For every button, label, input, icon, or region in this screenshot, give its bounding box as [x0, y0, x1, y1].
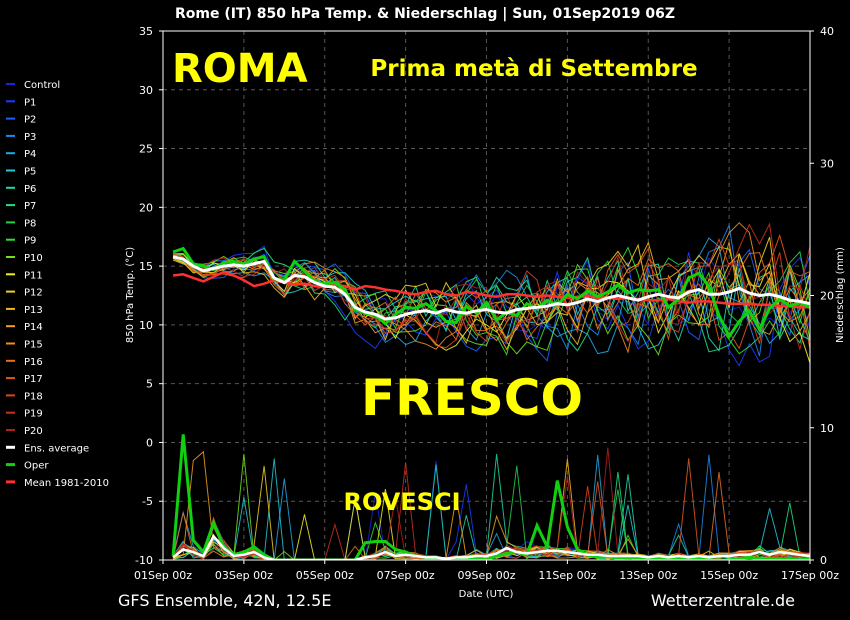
y2-tick-label: 10	[820, 422, 834, 435]
main-series	[171, 246, 810, 560]
y-tick-label: 30	[139, 84, 153, 97]
y2-tick-label: 20	[820, 290, 834, 303]
y2-tick-label: 40	[820, 25, 834, 38]
legend-entry: P14	[24, 322, 43, 333]
legend-entry: Ens. average	[24, 443, 89, 454]
annotation-roma: ROMA	[172, 46, 308, 92]
footer-source: GFS Ensemble, 42N, 12.5E	[118, 591, 331, 610]
member-temp-line	[173, 236, 810, 339]
chart-title: Rome (IT) 850 hPa Temp. & Niederschlag |…	[175, 6, 675, 22]
member-temp-line	[173, 223, 810, 357]
x-tick-label: 01Sep 00z	[134, 569, 192, 582]
member-temp-line	[173, 252, 810, 350]
y-tick-label: 15	[139, 260, 153, 273]
y2-tick-label: 0	[820, 554, 827, 567]
legend-entry: P20	[24, 426, 43, 437]
oper-precip-line	[171, 434, 810, 560]
y-tick-label: -10	[135, 554, 153, 567]
legend-entry: P19	[24, 409, 43, 420]
y-axis-label: 850 hPa Temp. (°C)	[125, 247, 136, 343]
legend-entry: P3	[24, 132, 36, 143]
y-tick-label: 35	[139, 25, 153, 38]
legend-entry: P10	[24, 253, 43, 264]
legend-entry: P2	[24, 115, 36, 126]
x-tick-label: 09Sep 00z	[458, 569, 516, 582]
x-tick-label: 07Sep 00z	[377, 569, 435, 582]
x-tick-label: 03Sep 00z	[215, 569, 273, 582]
y2-tick-label: 30	[820, 157, 834, 170]
legend-entry: P1	[24, 97, 36, 108]
y-tick-label: 20	[139, 201, 153, 214]
legend-entry: P6	[24, 184, 36, 195]
y2-axis-ticks: 40 30 20 10 0	[810, 25, 834, 567]
legend-entry: P18	[24, 391, 43, 402]
x-axis-label: Date (UTC)	[459, 589, 514, 600]
ens-average-precip-line	[172, 533, 810, 560]
legend-entry: P13	[24, 305, 43, 316]
legend-entry: P11	[24, 270, 43, 281]
x-tick-label: 15Sep 00z	[700, 569, 758, 582]
legend-entry: Oper	[24, 461, 49, 472]
legend-entry: P16	[24, 357, 43, 368]
y-tick-label: 10	[139, 319, 153, 332]
legend: Control P1 P2 P3 P4 P5 P6 P7 P8 P9 P10 P11 P12 P13 P14…	[6, 80, 109, 489]
y2-axis-label: Niederschlag (mm)	[835, 247, 846, 343]
y-axis-ticks: 35 30 25 20 15 10 5 0 -5 -10	[135, 25, 163, 567]
annotation-rovesci: ROVESCI	[343, 488, 460, 516]
y-tick-label: -5	[142, 495, 153, 508]
x-tick-label: 11Sep 00z	[538, 569, 596, 582]
legend-entry: P15	[24, 340, 43, 351]
legend-entry: Control	[24, 80, 60, 91]
footer-brand: Wetterzentrale.de	[651, 591, 795, 610]
legend-entry: P12	[24, 288, 43, 299]
annotation-subtitle: Prima metà di Settembre	[370, 56, 697, 82]
x-axis-ticks: 01Sep 00z 03Sep 00z 05Sep 00z 07Sep 00z 09Se…	[134, 560, 839, 582]
x-tick-label: 05Sep 00z	[296, 569, 354, 582]
y-tick-label: 25	[139, 143, 153, 156]
x-tick-label: 17Sep 00z	[781, 569, 839, 582]
x-tick-label: 13Sep 00z	[619, 569, 677, 582]
legend-entry: P17	[24, 374, 43, 385]
legend-entry: P7	[24, 201, 36, 212]
legend-entry: P4	[24, 149, 36, 160]
member-precip-line	[172, 450, 810, 560]
annotation-fresco: FRESCO	[361, 369, 583, 427]
legend-entry: P8	[24, 218, 36, 229]
member-temp-line	[172, 237, 810, 349]
member-temp-line	[172, 241, 810, 351]
legend-entry: P9	[24, 236, 36, 247]
y-tick-label: 5	[146, 378, 153, 391]
y-tick-label: 0	[146, 436, 153, 449]
legend-entry: Mean 1981-2010	[24, 478, 109, 489]
ens-average-temp-line	[172, 255, 810, 321]
legend-entry: P5	[24, 167, 36, 178]
